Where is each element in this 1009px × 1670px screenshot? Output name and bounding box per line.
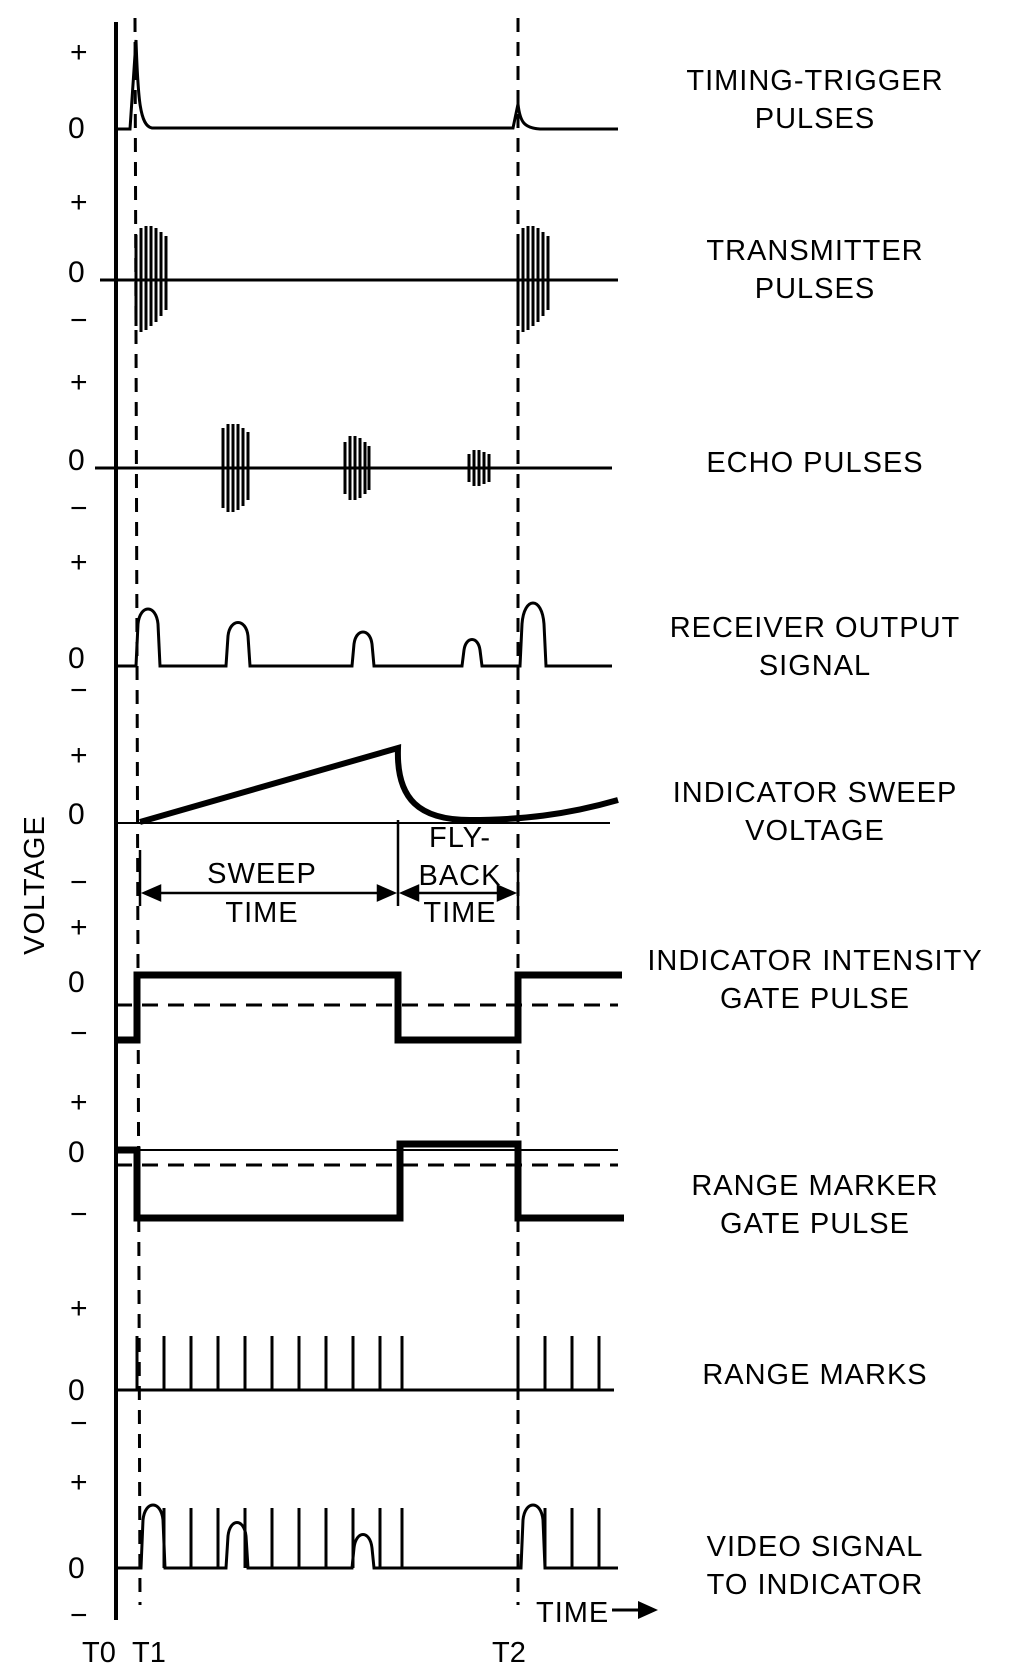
t0-label: T0: [82, 1637, 116, 1669]
range-marker-gate-waveform: [116, 1140, 624, 1222]
trace-2-minus-label: −: [70, 304, 88, 337]
sweep-voltage-waveform: [116, 743, 619, 825]
trace-2-zero-label: 0: [68, 256, 85, 289]
timing-trigger-waveform: [116, 39, 618, 131]
t2-label: T2: [492, 1637, 526, 1669]
timing-trigger-label-line2: PULSES: [755, 103, 875, 135]
trace-3-zero-label: 0: [68, 444, 85, 477]
trace-3-minus-label: −: [70, 492, 88, 525]
trace-labels: TIMING-TRIGGER PULSES TRANSMITTER PULSES…: [647, 65, 982, 1601]
trace-9-plus-label: +: [70, 1466, 88, 1499]
receiver-output-label-line2: SIGNAL: [759, 650, 871, 682]
intensity-gate-label-line2: GATE PULSE: [720, 983, 910, 1015]
sweep-voltage-label-line1: INDICATOR SWEEP: [673, 777, 958, 809]
time-arrow-icon: [612, 1601, 658, 1619]
voltage-axis-label: VOLTAGE: [19, 815, 51, 955]
flyback-time-label-line2: BACK: [419, 860, 502, 892]
timing-annotations: [138, 820, 520, 906]
transmitter-waveform: [100, 226, 618, 332]
trace-4-plus-label: +: [70, 546, 88, 579]
t1-label: T1: [132, 1637, 166, 1669]
sweep-time-label-line1: SWEEP: [207, 858, 317, 890]
flyback-time-label-line1: FLY-: [429, 822, 491, 854]
receiver-output-label-line1: RECEIVER OUTPUT: [670, 612, 961, 644]
trace-4-zero-label: 0: [68, 642, 85, 675]
trace-8-zero-label: 0: [68, 1374, 85, 1407]
trace-7-minus-label: −: [70, 1198, 88, 1231]
sweep-time-label-line2: TIME: [225, 897, 298, 929]
trace-6-plus-label: +: [70, 911, 88, 944]
receiver-output-waveform: [116, 601, 612, 668]
trace-9-zero-label: 0: [68, 1552, 85, 1585]
trace-1-zero-label: 0: [68, 112, 85, 145]
transmitter-label-line1: TRANSMITTER: [706, 235, 923, 267]
trace-5-zero-label: 0: [68, 798, 85, 831]
trace-7-plus-label: +: [70, 1086, 88, 1119]
echo-waveform: [95, 424, 612, 512]
video-signal-label-line1: VIDEO SIGNAL: [707, 1531, 924, 1563]
trace-6-minus-label: −: [70, 1017, 88, 1050]
video-signal-label-line2: TO INDICATOR: [707, 1569, 924, 1601]
trace-5-plus-label: +: [70, 739, 88, 772]
echo-pulses-label: ECHO PULSES: [706, 447, 923, 479]
trace-3-plus-label: +: [70, 366, 88, 399]
trace-6-zero-label: 0: [68, 966, 85, 999]
sweep-voltage-label-line2: VOLTAGE: [745, 815, 885, 847]
time-axis-label: TIME: [536, 1597, 609, 1629]
range-marker-gate-label-line2: GATE PULSE: [720, 1208, 910, 1240]
video-signal-waveform: [116, 1503, 618, 1570]
trace-7-zero-label: 0: [68, 1136, 85, 1169]
range-marks-label: RANGE MARKS: [702, 1359, 927, 1391]
intensity-gate-waveform: [116, 971, 622, 1044]
range-marks-waveform: [116, 1336, 614, 1392]
trace-2-plus-label: +: [70, 186, 88, 219]
transmitter-label-line2: PULSES: [755, 273, 875, 305]
trace-4-minus-label: −: [70, 674, 88, 707]
trace-8-plus-label: +: [70, 1292, 88, 1325]
level-labels: + 0 + 0 − + 0 − + 0 − + 0 − + 0 − + 0 − …: [68, 36, 88, 1632]
trace-1-plus-label: +: [70, 36, 88, 69]
range-marker-gate-label-line1: RANGE MARKER: [691, 1170, 938, 1202]
intensity-gate-label-line1: INDICATOR INTENSITY: [647, 945, 982, 977]
trace-9-minus-label: −: [70, 1599, 88, 1632]
timing-trigger-label-line1: TIMING-TRIGGER: [686, 65, 943, 97]
trace-5-minus-label: −: [70, 866, 88, 899]
flyback-time-label-line3: TIME: [423, 897, 496, 929]
trace-8-minus-label: −: [70, 1407, 88, 1440]
